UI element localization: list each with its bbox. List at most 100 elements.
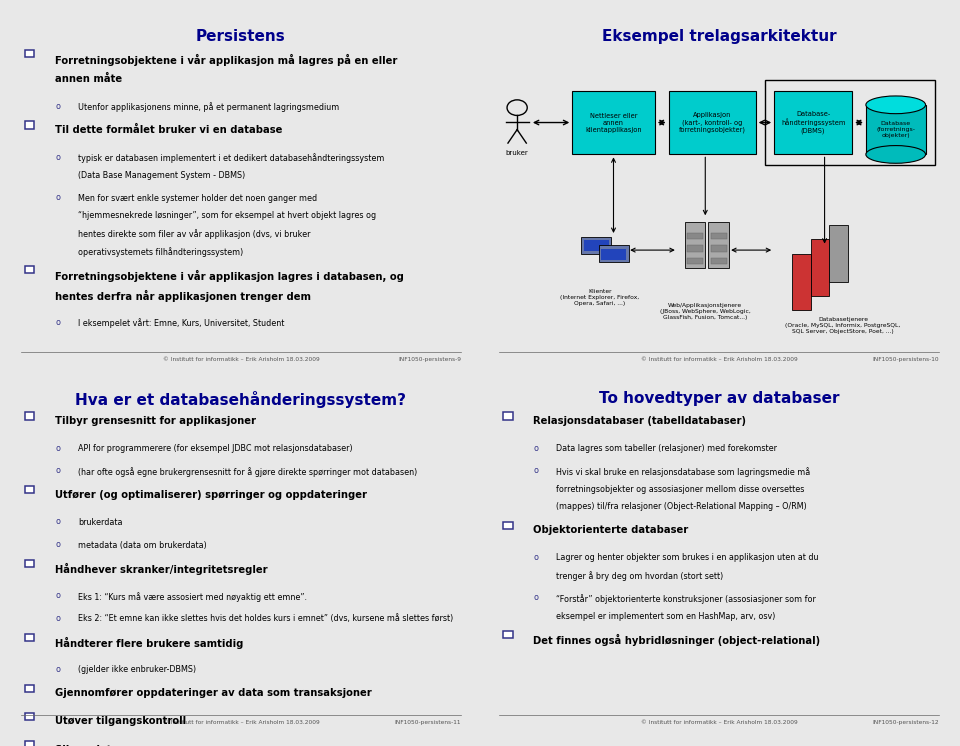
FancyBboxPatch shape (829, 225, 848, 282)
Text: o: o (55, 591, 60, 600)
Text: (Data Base Management System - DBMS): (Data Base Management System - DBMS) (78, 171, 246, 180)
Text: forretningsobjekter og assosiasjoner mellom disse oversettes: forretningsobjekter og assosiasjoner mel… (556, 485, 804, 494)
Text: Det finnes også hybridløsninger (object-relational): Det finnes også hybridløsninger (object-… (533, 634, 820, 646)
Text: o: o (55, 101, 60, 110)
Text: typisk er databasen implementert i et dedikert databasehåndteringssystem: typisk er databasen implementert i et de… (78, 154, 384, 163)
FancyBboxPatch shape (710, 245, 727, 252)
Text: © Institutt for informatikk – Erik Arisholm 18.03.2009: © Institutt for informatikk – Erik Arish… (162, 720, 320, 724)
Text: o: o (55, 517, 60, 527)
Text: INF1050-persistens-9: INF1050-persistens-9 (398, 357, 461, 362)
Text: “hjemmesnekrede løsninger”, som for eksempel at hvert objekt lagres og: “hjemmesnekrede løsninger”, som for ekse… (78, 211, 376, 221)
FancyBboxPatch shape (25, 486, 35, 493)
Text: Utenfor applikasjonens minne, på et permanent lagringsmedium: Utenfor applikasjonens minne, på et perm… (78, 102, 339, 112)
FancyBboxPatch shape (684, 222, 706, 268)
Text: (mappes) til/fra relasjoner (Object-Relational Mapping – O/RM): (mappes) til/fra relasjoner (Object-Rela… (556, 503, 807, 512)
Text: Men for svært enkle systemer holder det noen ganger med: Men for svært enkle systemer holder det … (78, 194, 317, 203)
FancyBboxPatch shape (668, 90, 756, 154)
Text: Database-
håndteringssystem
(DBMS): Database- håndteringssystem (DBMS) (780, 111, 846, 134)
Text: Lagrer og henter objekter som brukes i en applikasjon uten at du: Lagrer og henter objekter som brukes i e… (556, 554, 819, 562)
Text: o: o (533, 444, 539, 453)
Text: Tilbyr grensesnitt for applikasjoner: Tilbyr grensesnitt for applikasjoner (55, 416, 256, 426)
Text: Klienter
(Internet Explorer, Firefox,
Opera, Safari, ...): Klienter (Internet Explorer, Firefox, Op… (561, 289, 639, 306)
Text: Til dette formålet bruker vi en database: Til dette formålet bruker vi en database (55, 125, 282, 135)
FancyBboxPatch shape (25, 713, 35, 720)
Text: Persistens: Persistens (196, 28, 286, 43)
Text: o: o (55, 318, 60, 327)
Text: o: o (55, 614, 60, 623)
Text: Håndhever skranker/integritetsregler: Håndhever skranker/integritetsregler (55, 563, 268, 575)
Text: o: o (55, 193, 60, 202)
Text: o: o (533, 593, 539, 602)
FancyBboxPatch shape (25, 633, 35, 641)
Text: Eksempel trelagsarkitektur: Eksempel trelagsarkitektur (602, 28, 836, 43)
Text: (gjelder ikke enbruker-DBMS): (gjelder ikke enbruker-DBMS) (78, 665, 196, 674)
Text: brukerdata: brukerdata (78, 518, 123, 527)
Text: Sikrer data: Sikrer data (55, 745, 118, 746)
Text: Håndterer flere brukere samtidig: Håndterer flere brukere samtidig (55, 637, 244, 649)
FancyBboxPatch shape (582, 236, 612, 254)
Text: © Institutt for informatikk – Erik Arisholm 18.03.2009: © Institutt for informatikk – Erik Arish… (162, 357, 320, 362)
Text: API for programmerere (for eksempel JDBC mot relasjonsdatabaser): API for programmerere (for eksempel JDBC… (78, 445, 352, 454)
FancyBboxPatch shape (687, 258, 703, 264)
Text: (har ofte også egne brukergrensesnitt for å gjøre direkte spørringer mot databas: (har ofte også egne brukergrensesnitt fo… (78, 467, 418, 477)
FancyBboxPatch shape (601, 249, 626, 260)
Text: bruker: bruker (506, 150, 529, 156)
Text: Relasjonsdatabaser (tabelldatabaser): Relasjonsdatabaser (tabelldatabaser) (533, 416, 746, 426)
Text: Databasetjenere
(Oracle, MySQL, Informix, PostgreSQL,
SQL Server, ObjectStore, P: Databasetjenere (Oracle, MySQL, Informix… (785, 318, 900, 334)
FancyBboxPatch shape (572, 90, 655, 154)
FancyBboxPatch shape (584, 240, 609, 251)
Text: INF1050-persistens-10: INF1050-persistens-10 (873, 357, 939, 362)
Text: Data lagres som tabeller (relasjoner) med forekomster: Data lagres som tabeller (relasjoner) me… (556, 445, 778, 454)
Text: o: o (55, 466, 60, 475)
Text: Gjennomfører oppdateringer av data som transaksjoner: Gjennomfører oppdateringer av data som t… (55, 688, 372, 698)
Text: trenger å bry deg om hvordan (stort sett): trenger å bry deg om hvordan (stort sett… (556, 571, 724, 581)
FancyBboxPatch shape (503, 521, 513, 529)
Text: o: o (55, 665, 60, 674)
FancyBboxPatch shape (25, 413, 35, 419)
FancyBboxPatch shape (503, 413, 513, 419)
Text: hentes derfra når applikasjonen trenger dem: hentes derfra når applikasjonen trenger … (55, 290, 311, 302)
Text: o: o (533, 553, 539, 562)
Text: annen måte: annen måte (55, 74, 122, 84)
FancyBboxPatch shape (687, 233, 703, 239)
Text: Web/Applikasjonstjenere
(JBoss, WebSphere, WebLogic,
GlassFish, Fusion, Tomcat..: Web/Applikasjonstjenere (JBoss, WebSpher… (660, 303, 751, 320)
FancyBboxPatch shape (25, 742, 35, 746)
Text: Forretningsobjektene i vår applikasjon lagres i databasen, og: Forretningsobjektene i vår applikasjon l… (55, 269, 404, 282)
FancyBboxPatch shape (25, 560, 35, 567)
Text: © Institutt for informatikk – Erik Arisholm 18.03.2009: © Institutt for informatikk – Erik Arish… (640, 720, 798, 724)
Text: hentes direkte som filer av vår applikasjon (dvs, vi bruker: hentes direkte som filer av vår applikas… (78, 229, 310, 239)
FancyBboxPatch shape (503, 630, 513, 638)
Text: Eks 2: “Et emne kan ikke slettes hvis det holdes kurs i emnet” (dvs, kursene må : Eks 2: “Et emne kan ikke slettes hvis de… (78, 615, 453, 624)
Text: o: o (55, 540, 60, 549)
FancyBboxPatch shape (25, 122, 35, 128)
Text: eksempel er implementert som en HashMap, arv, osv): eksempel er implementert som en HashMap,… (556, 612, 776, 621)
Ellipse shape (866, 145, 925, 163)
FancyBboxPatch shape (708, 222, 730, 268)
Text: metadata (data om brukerdata): metadata (data om brukerdata) (78, 541, 206, 550)
Text: Hva er et databasehånderingssystem?: Hva er et databasehånderingssystem? (76, 391, 406, 408)
Text: “Forstår” objektorienterte konstruksjoner (assosiasjoner som for: “Forstår” objektorienterte konstruksjone… (556, 594, 816, 604)
Text: Database
(forretnings-
objekter): Database (forretnings- objekter) (876, 122, 915, 138)
Text: o: o (55, 444, 60, 453)
Text: Applikasjon
(kart-, kontroll- og
forretningsobjekter): Applikasjon (kart-, kontroll- og forretn… (679, 112, 746, 133)
Text: Objektorienterte databaser: Objektorienterte databaser (533, 525, 688, 535)
FancyBboxPatch shape (25, 50, 35, 57)
FancyBboxPatch shape (792, 254, 811, 310)
Text: Nettleser eller
annen
klientapplikasjon: Nettleser eller annen klientapplikasjon (586, 113, 642, 133)
Text: o: o (55, 153, 60, 162)
FancyBboxPatch shape (866, 104, 925, 154)
Text: Hvis vi skal bruke en relasjonsdatabase som lagringsmedie må: Hvis vi skal bruke en relasjonsdatabase … (556, 467, 810, 477)
Text: Eks 1: “Kurs må være assosiert med nøyaktig ett emne”.: Eks 1: “Kurs må være assosiert med nøyak… (78, 592, 307, 601)
FancyBboxPatch shape (599, 245, 629, 263)
FancyBboxPatch shape (774, 90, 852, 154)
Text: operativsystemets filhåndteringssystem): operativsystemets filhåndteringssystem) (78, 247, 243, 257)
FancyBboxPatch shape (811, 239, 829, 296)
FancyBboxPatch shape (710, 233, 727, 239)
Text: Forretningsobjektene i vår applikasjon må lagres på en eller: Forretningsobjektene i vår applikasjon m… (55, 54, 397, 66)
Text: To hovedtyper av databaser: To hovedtyper av databaser (599, 391, 839, 406)
Text: INF1050-persistens-12: INF1050-persistens-12 (873, 720, 939, 724)
Text: I eksempelet vårt: Emne, Kurs, Universitet, Student: I eksempelet vårt: Emne, Kurs, Universit… (78, 319, 284, 328)
Text: © Institutt for informatikk – Erik Arisholm 18.03.2009: © Institutt for informatikk – Erik Arish… (640, 357, 798, 362)
Text: Utøver tilgangskontroll: Utøver tilgangskontroll (55, 716, 186, 727)
FancyBboxPatch shape (687, 245, 703, 252)
